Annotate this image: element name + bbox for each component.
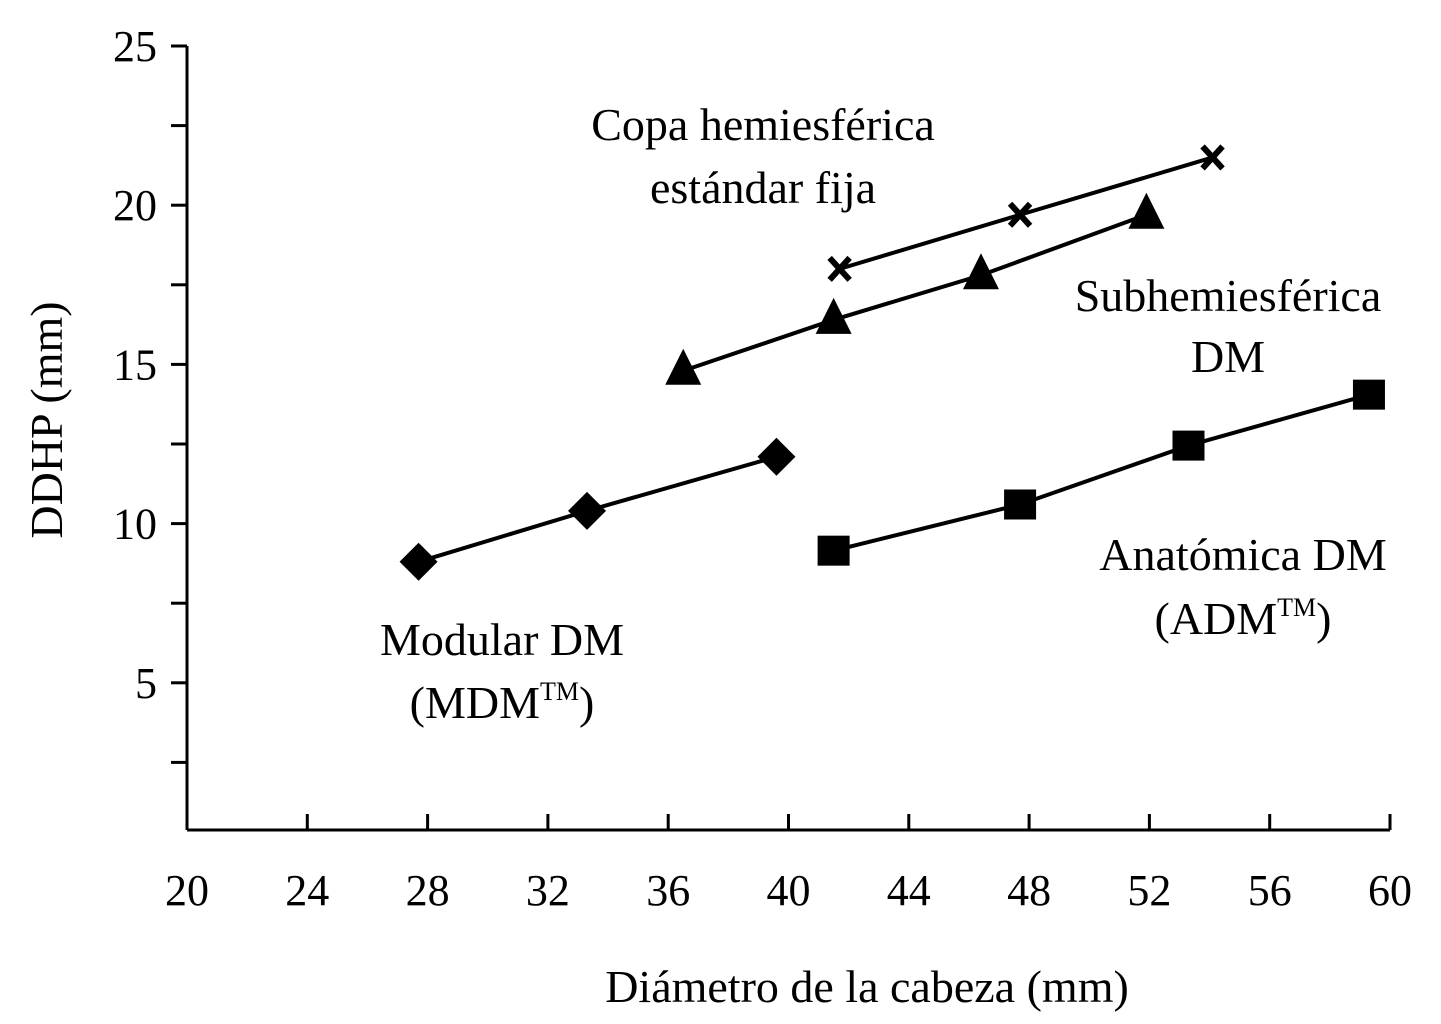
x-marker <box>1200 144 1225 171</box>
square-marker <box>1172 430 1205 461</box>
diamond-marker <box>567 491 606 530</box>
series-square <box>817 379 1385 566</box>
diamond-marker <box>399 542 438 581</box>
series-label-anatomica: Anatómica DM <box>1099 529 1386 580</box>
x-tick-label: 32 <box>526 866 570 915</box>
y-tick-label: 20 <box>113 181 157 230</box>
series-label-modular-line2: (MDMTM) <box>410 677 595 728</box>
y-tick-label: 25 <box>113 22 157 71</box>
series-line <box>833 392 1370 553</box>
square-marker <box>1004 489 1037 520</box>
x-tick-label: 48 <box>1007 866 1051 915</box>
x-marker-stroke <box>1200 144 1225 171</box>
series-group <box>399 144 1385 581</box>
triangle-marker <box>1128 192 1165 229</box>
series-x <box>827 144 1225 282</box>
x-axis-label: Diámetro de la cabeza (mm) <box>605 961 1129 1012</box>
series-label-copa: Copa hemiesférica <box>591 99 935 150</box>
square-marker <box>817 535 850 566</box>
series-line <box>682 212 1148 373</box>
axes: 20 24 28 32 36 40 44 48 52 56 60 5 10 15 20 25 <box>113 22 1412 915</box>
x-tick-label: 52 <box>1127 866 1171 915</box>
x-tick-label: 28 <box>406 866 450 915</box>
triangle-marker <box>665 348 702 385</box>
x-marker-stroke <box>1007 201 1033 228</box>
triangle-marker <box>815 297 852 334</box>
x-tick-label: 20 <box>165 866 209 915</box>
square-marker <box>1352 379 1385 410</box>
x-tick-label: 44 <box>887 866 931 915</box>
x-tick-label: 60 <box>1368 866 1412 915</box>
series-label-copa-line2: estándar fija <box>650 162 876 213</box>
x-tick-label: 40 <box>767 866 811 915</box>
series-label-subhemi: Subhemiesférica <box>1075 270 1382 321</box>
series-label-anatomica-line2: (ADMTM) <box>1155 593 1332 644</box>
series-label-modular: Modular DM <box>380 614 624 665</box>
series-diamond <box>399 437 796 581</box>
x-marker-stroke <box>827 255 852 282</box>
diamond-marker <box>757 437 796 476</box>
y-axis-label: DDHP (mm) <box>21 301 72 538</box>
x-marker <box>1007 201 1033 228</box>
x-tick-label: 24 <box>285 866 329 915</box>
y-tick-label: 5 <box>135 659 157 708</box>
triangle-marker <box>962 253 999 290</box>
x-marker <box>827 255 852 282</box>
series-triangle <box>665 192 1165 385</box>
y-tick-label: 10 <box>113 500 157 549</box>
x-tick-label: 36 <box>646 866 690 915</box>
annotations: Diámetro de la cabeza (mm) DDHP (mm) Cop… <box>21 99 1387 1012</box>
series-line <box>839 155 1214 271</box>
series-label-subhemi-line2: DM <box>1191 331 1265 382</box>
y-tick-label: 15 <box>113 340 157 389</box>
x-tick-label: 56 <box>1248 866 1292 915</box>
